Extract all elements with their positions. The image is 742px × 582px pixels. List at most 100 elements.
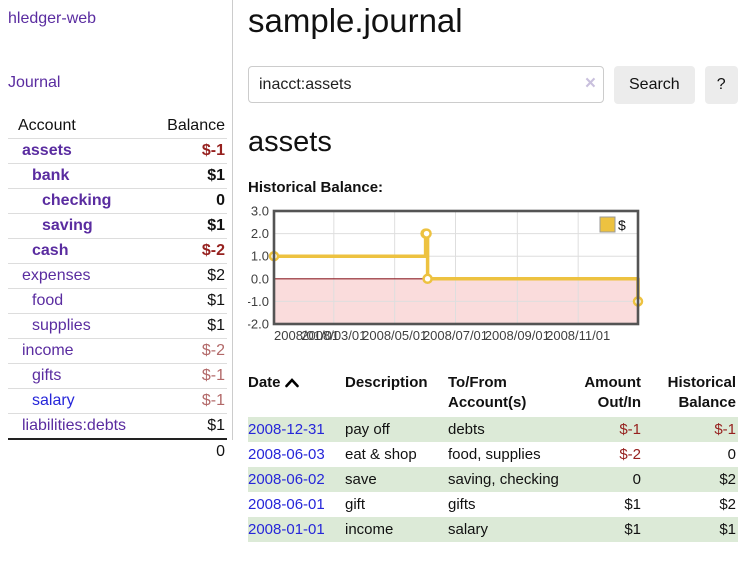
y-axis-label: 2.0 [251, 226, 269, 241]
transaction-row[interactable]: 2008-06-03 eat & shop food, supplies $-2 0 [248, 442, 738, 467]
search-box: × [248, 66, 604, 104]
account-balance: 0 [145, 188, 227, 214]
register-table: Date Description To/From Account(s) Amou… [248, 371, 738, 542]
register-header-accounts: To/From Account(s) [448, 374, 527, 411]
account-link[interactable]: salary [32, 392, 75, 409]
account-balance: $1 [145, 313, 227, 339]
account-row: checking 0 [8, 188, 227, 214]
transaction-balance: $1 [643, 517, 738, 542]
transaction-description: gift [345, 496, 366, 513]
transaction-amount: 0 [578, 467, 643, 492]
account-row: food $1 [8, 288, 227, 314]
app-brand-link[interactable]: hledger-web [8, 10, 97, 27]
search-button[interactable]: Search [614, 66, 695, 104]
account-row: gifts $-1 [8, 363, 227, 389]
account-row: assets $-1 [8, 138, 227, 164]
sort-ascending-icon [284, 374, 299, 394]
account-link[interactable]: checking [42, 192, 112, 209]
account-balance: $1 [145, 288, 227, 314]
account-link[interactable]: cash [32, 242, 69, 259]
x-axis-label: 2008/03/01 [301, 328, 366, 343]
transaction-row[interactable]: 2008-01-01 income salary $1 $1 [248, 517, 738, 542]
account-balance: $-2 [145, 338, 227, 364]
account-row: supplies $1 [8, 313, 227, 339]
account-balance: $1 [145, 213, 227, 239]
account-row: salary $-1 [8, 388, 227, 414]
transaction-accounts: saving, checking [448, 467, 578, 492]
register-header-amount: Amount Out/In [584, 374, 641, 411]
account-link[interactable]: liabilities:debts [22, 417, 127, 434]
account-link[interactable]: supplies [32, 317, 91, 334]
legend-swatch [599, 216, 616, 233]
account-link[interactable]: assets [22, 142, 72, 159]
transaction-accounts: salary [448, 517, 578, 542]
sidebar: hledger-web Journal Account Balance asse… [0, 0, 233, 464]
y-axis-label: -2.0 [248, 317, 269, 332]
transaction-date-link[interactable]: 2008-06-03 [248, 446, 325, 463]
x-axis-label: 2008/01/01 [274, 328, 339, 343]
x-axis-label: 2008/07/01 [423, 328, 488, 343]
plot-border [272, 209, 640, 326]
accounts-header-balance: Balance [167, 117, 225, 134]
y-axis-label: -1.0 [248, 294, 269, 309]
transaction-amount: $-2 [619, 446, 641, 463]
x-axis-label: 2008/11/01 [546, 328, 610, 343]
transaction-balance: $2 [719, 496, 736, 513]
data-point-marker [422, 273, 433, 285]
accounts-total-value: 0 [145, 438, 227, 464]
account-row: liabilities:debts $1 [8, 413, 227, 439]
account-row: bank $1 [8, 163, 227, 189]
transaction-date-link[interactable]: 2008-12-31 [248, 421, 325, 438]
sidebar-item-journal: Journal [8, 74, 226, 92]
account-balance: $-1 [145, 363, 227, 389]
transaction-date-link[interactable]: 2008-01-01 [248, 521, 325, 538]
y-axis-label: 0.0 [251, 271, 269, 286]
transaction-accounts: food, supplies [448, 446, 541, 463]
register-header-date[interactable]: Date [248, 371, 345, 417]
y-axis-label: 1.0 [251, 249, 269, 264]
transaction-accounts: gifts [448, 496, 476, 513]
transaction-accounts: debts [448, 417, 578, 442]
transaction-amount: $-1 [578, 417, 643, 442]
account-balance: $-2 [145, 238, 227, 264]
historical-balance-chart: 2008/01/012008/03/012008/05/012008/07/01… [247, 204, 644, 343]
account-link[interactable]: bank [32, 167, 70, 184]
transaction-description: save [345, 467, 448, 492]
transaction-row[interactable]: 2008-12-31 pay off debts $-1 $-1 [248, 417, 738, 442]
transaction-description: income [345, 517, 448, 542]
account-link[interactable]: gifts [32, 367, 62, 384]
x-axis-label: 2008/05/01 [362, 328, 427, 343]
search-input[interactable] [248, 66, 604, 103]
account-row: income $-2 [8, 338, 227, 364]
account-link[interactable]: income [22, 342, 74, 359]
journal-link[interactable]: Journal [8, 74, 61, 91]
account-balance: $2 [145, 263, 227, 289]
transaction-amount: $1 [578, 517, 643, 542]
account-heading: assets [248, 126, 332, 158]
transaction-balance: $2 [643, 467, 738, 492]
transaction-row[interactable]: 2008-06-02 save saving, checking 0 $2 [248, 467, 738, 492]
register-header-description: Description [345, 374, 428, 391]
account-row: cash $-2 [8, 238, 227, 264]
transaction-date-link[interactable]: 2008-06-01 [248, 496, 325, 513]
accounts-table: Account Balance assets $-1 bank $1 checking 0… [8, 114, 227, 464]
transaction-amount: $1 [624, 496, 641, 513]
x-axis-label: 2008/09/01 [485, 328, 550, 343]
account-link[interactable]: expenses [22, 267, 91, 284]
account-link[interactable]: saving [42, 217, 93, 234]
search-bar: × Search ? [248, 66, 740, 104]
account-link[interactable]: food [32, 292, 64, 309]
help-button[interactable]: ? [704, 66, 738, 104]
transaction-date-link[interactable]: 2008-06-02 [248, 471, 325, 488]
account-row: saving $1 [8, 213, 227, 239]
main-content: sample.journal × Search ? assets Histori… [247, 0, 740, 542]
chart-title: Historical Balance: [248, 179, 384, 196]
transaction-balance: $-1 [643, 417, 738, 442]
clear-search-icon[interactable]: × [584, 73, 596, 94]
app-brand: hledger-web [8, 10, 226, 28]
transaction-description: eat & shop [345, 446, 417, 463]
page-title: sample.journal [248, 2, 463, 39]
y-axis-label: 3.0 [251, 204, 269, 219]
transaction-row[interactable]: 2008-06-01 gift gifts $1 $2 [248, 492, 738, 517]
account-balance: $1 [145, 163, 227, 189]
